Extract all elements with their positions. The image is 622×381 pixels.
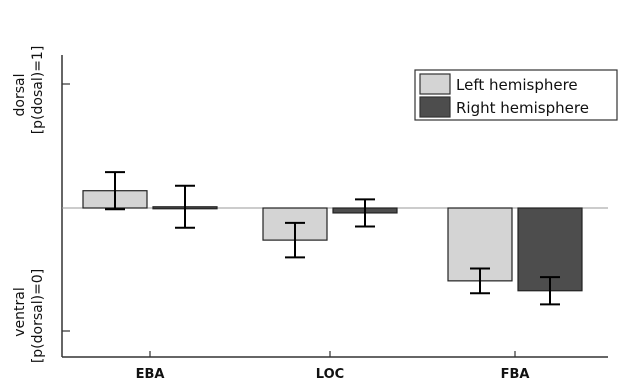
- x-tick-label-fba: FBA: [501, 367, 530, 381]
- legend-swatch-right: [419, 96, 451, 118]
- legend-swatch-left: [419, 73, 451, 95]
- y-bottom-label-line1: ventral: [12, 287, 28, 337]
- legend: Left hemisphere Right hemisphere: [414, 69, 618, 121]
- bars-group: [82, 171, 583, 306]
- x-tick-label-loc: LOC: [316, 367, 344, 381]
- legend-label-right: Right hemisphere: [456, 99, 589, 117]
- y-top-label-line2: [p(dosal)=1]: [30, 46, 46, 135]
- x-ticks-group: EBA LOC FBA: [136, 351, 530, 381]
- legend-label-left: Left hemisphere: [456, 76, 578, 94]
- x-tick-label-eba: EBA: [136, 367, 165, 381]
- y-top-label-line1: dorsal: [12, 74, 28, 117]
- y-bottom-label-line2: [p(dorsal)=0]: [30, 269, 46, 363]
